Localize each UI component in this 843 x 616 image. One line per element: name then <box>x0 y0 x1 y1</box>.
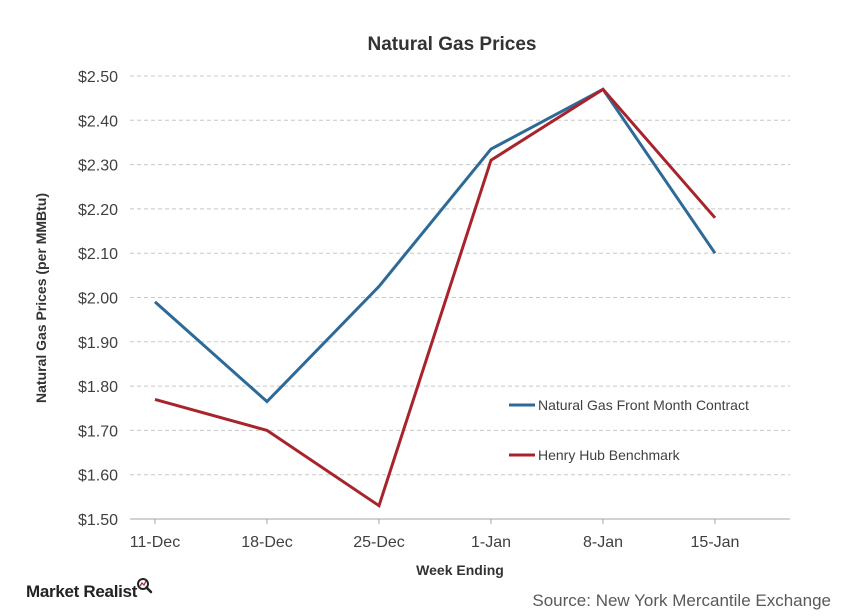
x-tick-label: 11-Dec <box>130 534 180 551</box>
brand-logo: Market Realist <box>26 578 153 601</box>
series-line-1 <box>154 87 717 404</box>
legend: Natural Gas Front Month Contract Henry Hu… <box>509 397 749 463</box>
y-tick-label: $2.20 <box>78 202 118 219</box>
x-tick-labels: 11-Dec 18-Dec 25-Dec 1-Jan 8-Jan 15-Jan <box>130 519 740 551</box>
series-line-2 <box>154 87 717 509</box>
x-tick-label: 25-Dec <box>353 534 405 551</box>
brand-name: Market Realist <box>26 582 138 601</box>
y-tick-label: $2.30 <box>78 158 118 175</box>
magnifier-icon <box>137 578 153 594</box>
legend-label: Natural Gas Front Month Contract <box>538 397 749 413</box>
y-tick-label: $2.40 <box>78 113 118 130</box>
x-tick-label: 15-Jan <box>691 534 740 551</box>
x-tick-label: 1-Jan <box>471 534 511 551</box>
grid-lines <box>130 75 790 520</box>
y-tick-label: $2.00 <box>78 291 118 308</box>
source-note: Source: New York Mercantile Exchange <box>532 591 831 610</box>
y-tick-label: $1.60 <box>78 468 118 485</box>
x-tick-label: 18-Dec <box>241 534 293 551</box>
chart-title: Natural Gas Prices <box>368 34 537 55</box>
y-tick-label: $2.10 <box>78 246 118 263</box>
x-axis-title: Week Ending <box>416 562 504 578</box>
x-tick-label: 8-Jan <box>583 534 623 551</box>
y-tick-label: $1.50 <box>78 512 118 529</box>
y-tick-label: $1.80 <box>78 379 118 396</box>
y-tick-labels: $1.50 $1.60 $1.70 $1.80 $1.90 $2.00 $2.10 $2.20… <box>78 69 118 529</box>
y-tick-label: $2.50 <box>78 69 118 86</box>
legend-label: Henry Hub Benchmark <box>538 447 681 463</box>
y-axis-title: Natural Gas Prices (per MMBtu) <box>33 193 49 403</box>
series-lines <box>154 87 717 509</box>
y-tick-label: $1.90 <box>78 335 118 352</box>
y-tick-label: $1.70 <box>78 423 118 440</box>
